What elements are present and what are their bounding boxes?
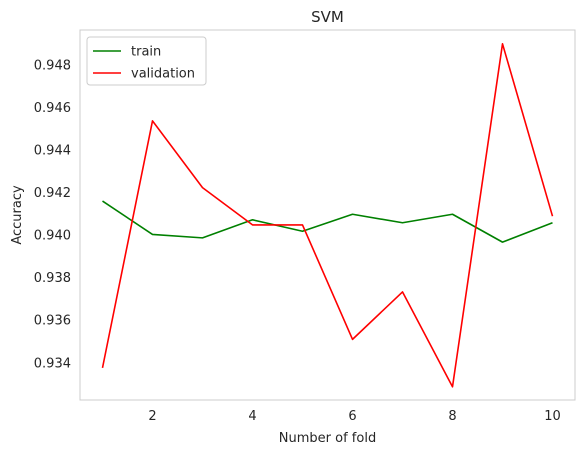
x-tick-label: 8: [448, 409, 456, 424]
y-tick-label: 0.944: [34, 144, 71, 159]
series-line-train: [102, 200, 553, 243]
y-tick-label: 0.946: [34, 101, 71, 116]
x-tick-label: 10: [544, 409, 561, 424]
legend-label-validation: validation: [131, 67, 195, 82]
y-tick-label: 0.942: [34, 186, 71, 201]
series-layer: [101, 43, 554, 388]
legend: train validation: [86, 36, 207, 86]
x-ticks: 2 4 6 8 10: [148, 409, 560, 424]
series-line-validation: [101, 43, 554, 388]
y-tick-label: 0.936: [34, 314, 71, 329]
y-tick-label: 0.938: [34, 271, 71, 286]
y-ticks: 0.934 0.936 0.938 0.940 0.942 0.944 0.946 0.948: [34, 58, 71, 371]
y-tick-label: 0.940: [34, 229, 71, 244]
y-axis-label: Accuracy: [10, 185, 25, 245]
x-tick-label: 2: [148, 409, 156, 424]
chart-title: SVM: [311, 8, 344, 26]
y-tick-label: 0.948: [34, 58, 71, 73]
plot-frame: [79, 29, 576, 401]
y-tick-label: 0.934: [34, 356, 71, 371]
x-tick-label: 6: [348, 409, 356, 424]
x-tick-label: 4: [248, 409, 256, 424]
legend-label-train: train: [131, 45, 161, 60]
x-axis-label: Number of fold: [279, 431, 376, 446]
